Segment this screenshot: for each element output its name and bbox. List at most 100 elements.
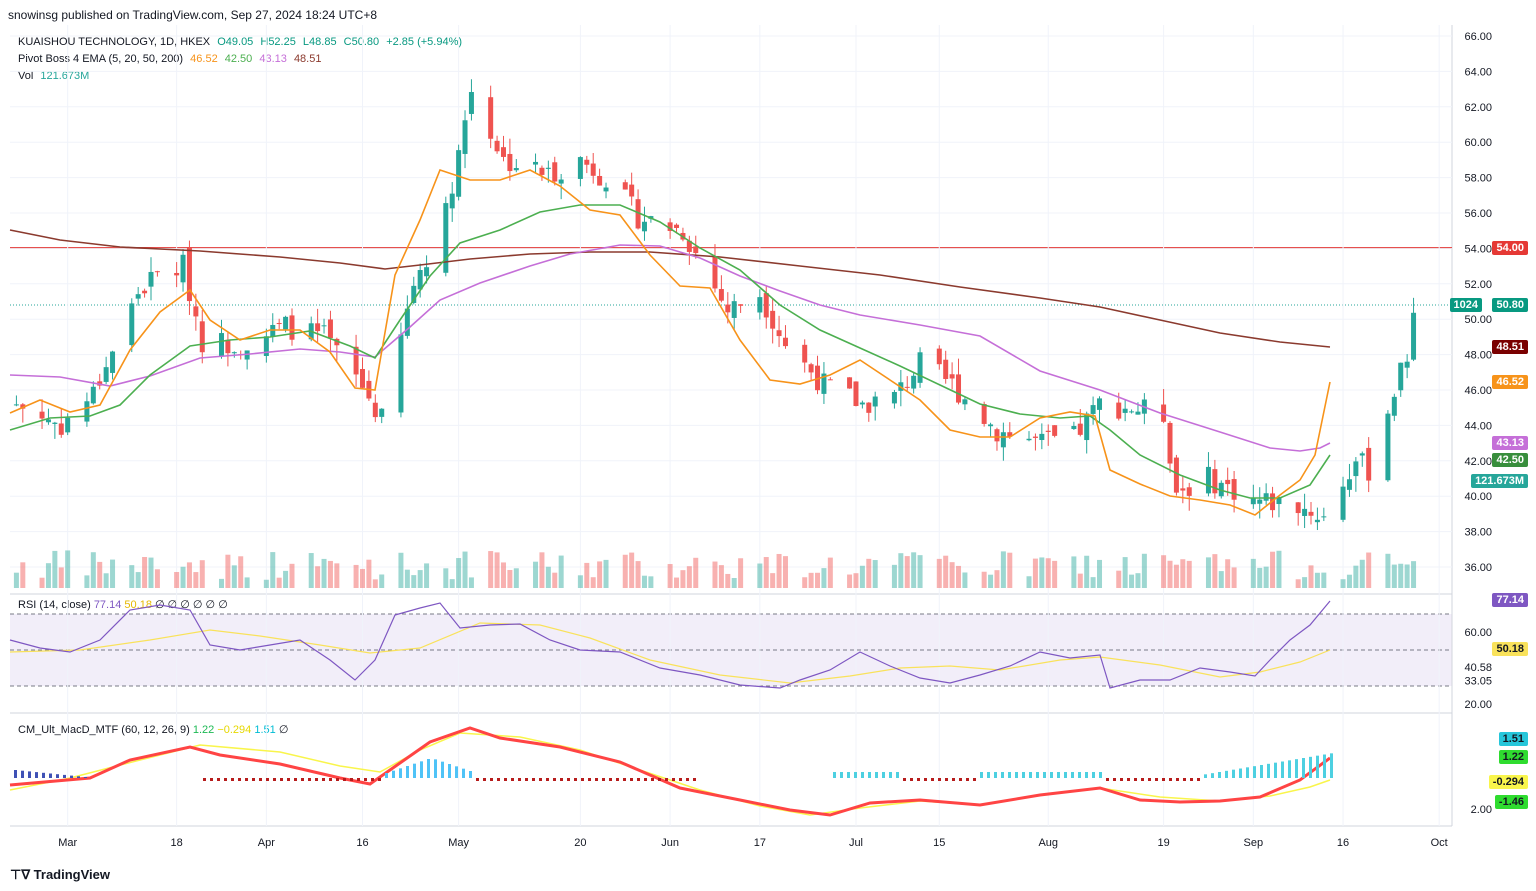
- candle-body: [847, 377, 853, 389]
- ema-legend[interactable]: Pivot Boss 4 EMA (5, 20, 50, 200) 46.52 …: [18, 53, 325, 65]
- candle-body: [225, 339, 231, 354]
- macd-signal-value: −0.294: [217, 724, 252, 736]
- volume-bar: [1398, 563, 1404, 588]
- candle-body: [641, 221, 647, 232]
- volume-bar: [90, 552, 96, 588]
- volume-bar: [353, 564, 359, 588]
- macd-legend[interactable]: CM_Ult_MacD_MTF (60, 12, 26, 9) 1.22 −0.…: [18, 723, 288, 736]
- macd-histogram-bar: [1309, 756, 1312, 778]
- macd-histogram-bar: [1134, 778, 1137, 781]
- volume-bar: [1129, 574, 1135, 588]
- rsi-legend[interactable]: RSI (14, close) 77.14 50.18 ∅ ∅ ∅ ∅ ∅ ∅: [18, 598, 228, 611]
- time-axis-label: 17: [754, 837, 766, 849]
- candle-body: [1398, 362, 1404, 391]
- volume-bar: [1039, 557, 1045, 588]
- macd-histogram-bar: [511, 778, 514, 781]
- candle-body: [359, 369, 365, 388]
- candle-body: [1129, 411, 1135, 413]
- ema5-tag: 46.52: [1492, 375, 1528, 389]
- macd-histogram-bar: [868, 772, 871, 778]
- volume-bar: [994, 570, 1000, 588]
- macd-histogram-bar: [1232, 769, 1235, 778]
- vol-legend[interactable]: Vol 121.673M: [18, 70, 93, 82]
- volume-bar: [1186, 560, 1192, 588]
- ema200-line: [9, 229, 1331, 348]
- candle-body: [1032, 436, 1038, 438]
- volume-bar: [731, 577, 737, 588]
- price-axis-label: 60.00: [1464, 137, 1492, 149]
- macd-histogram-bar: [315, 778, 318, 781]
- volume-bar: [872, 560, 878, 588]
- macd-histogram-bar: [1099, 772, 1102, 778]
- candle-body: [770, 310, 776, 329]
- candle-body: [1167, 422, 1173, 464]
- macd-histogram-bar: [28, 771, 31, 778]
- macd-histogram-bar: [980, 772, 983, 778]
- macd-histogram-bar: [833, 772, 836, 778]
- time-axis-label: Jun: [661, 837, 679, 849]
- low-value: L48.85: [302, 36, 337, 48]
- volume-bar: [763, 557, 769, 588]
- candle-body: [180, 254, 186, 283]
- volume-bar: [180, 566, 186, 588]
- macd-histogram-bar: [1204, 774, 1207, 778]
- candle-body: [1366, 447, 1372, 481]
- macd-histogram-bar: [910, 778, 913, 781]
- rsi-line: [9, 600, 1331, 689]
- volume-bar: [1045, 558, 1051, 588]
- volume-bar: [174, 571, 180, 588]
- volume-bar: [1173, 564, 1179, 588]
- tradingview-logo[interactable]: ⊤∇ TradingView: [10, 867, 110, 883]
- macd-histogram-bar: [938, 778, 941, 781]
- macd-histogram-bar: [1323, 754, 1326, 778]
- footer-text: TradingView: [33, 867, 110, 882]
- macd-histogram-bar: [1302, 758, 1305, 778]
- macd-histogram-bar: [1288, 760, 1291, 778]
- volume-bar: [1276, 550, 1282, 588]
- macd-histogram-bar: [42, 772, 45, 778]
- volume-bar: [629, 552, 635, 588]
- candle-body: [488, 97, 494, 139]
- time-axis-label: Mar: [58, 837, 77, 849]
- volume-bar: [539, 552, 545, 588]
- candle-body: [193, 306, 199, 317]
- volume-bar: [693, 557, 699, 588]
- macd-histogram-bar: [679, 778, 682, 781]
- candle-body: [635, 199, 641, 229]
- volume-bar: [936, 558, 942, 588]
- macd-histogram-bar: [1274, 762, 1277, 778]
- macd-histogram-bar: [973, 778, 976, 781]
- candle-body: [1257, 499, 1263, 504]
- macd-histogram-bar: [931, 778, 934, 781]
- symbol-line[interactable]: KUAISHOU TECHNOLOGY, 1D, HKEX O49.05 H52…: [18, 36, 466, 48]
- volume-bar: [1225, 559, 1231, 588]
- time-axis-label: Oct: [1431, 837, 1448, 849]
- volume-bar: [1077, 573, 1083, 588]
- volume-bar: [738, 558, 744, 588]
- candle-body: [65, 417, 71, 433]
- macd-histogram-bar: [1211, 773, 1214, 778]
- volume-bar: [821, 568, 827, 588]
- volume-bar: [1141, 553, 1147, 588]
- macd-histogram-bar: [546, 778, 549, 781]
- ema20-value: 42.50: [224, 53, 253, 65]
- volume-bar: [725, 573, 731, 588]
- macd-histogram-bar: [259, 778, 262, 781]
- volume-bar: [552, 572, 558, 588]
- volume-bar: [52, 550, 58, 588]
- macd-histogram-bar: [1169, 778, 1172, 781]
- volume-bar: [680, 570, 686, 588]
- volume-bar: [500, 562, 506, 588]
- candle-body: [174, 272, 180, 276]
- volume-bar: [1007, 552, 1013, 588]
- last-price-tag: 50.80: [1492, 298, 1528, 312]
- macd-histogram-bar: [301, 778, 304, 781]
- candle-body: [315, 323, 321, 332]
- volume-bar: [494, 552, 500, 588]
- candle-body: [263, 336, 269, 356]
- macd-histogram-bar: [455, 766, 458, 778]
- volume-bar: [648, 576, 654, 588]
- macd-histogram-bar: [1281, 761, 1284, 778]
- candle-body: [539, 167, 545, 175]
